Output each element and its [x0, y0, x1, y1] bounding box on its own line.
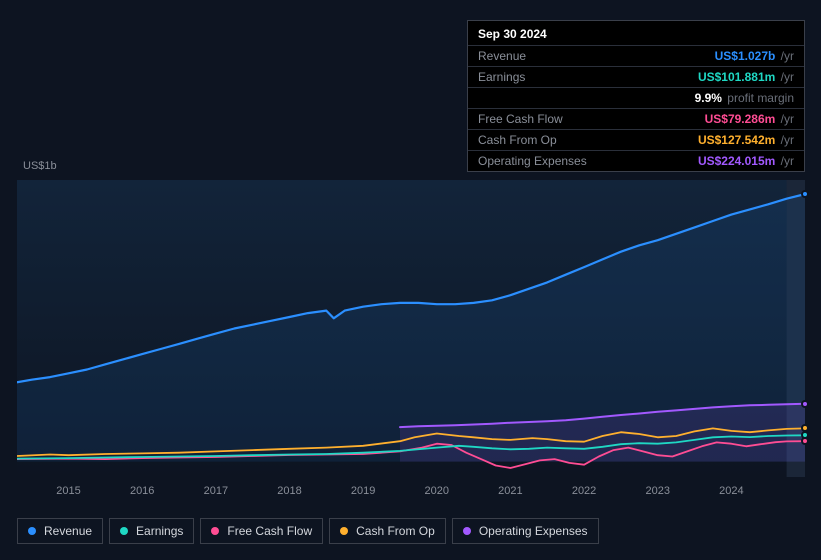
tooltip-value: US$101.881m /yr	[698, 70, 794, 84]
tooltip-value: US$127.542m /yr	[698, 133, 794, 147]
x-tick-2022: 2022	[572, 485, 596, 497]
x-tick-2019: 2019	[351, 485, 375, 497]
tooltip-label: Cash From Op	[478, 133, 557, 147]
tooltip-label: Earnings	[478, 70, 525, 84]
legend-dot-icon	[28, 527, 36, 535]
tooltip-row-revenue: Revenue US$1.027b /yr	[468, 45, 804, 66]
tooltip-label: Free Cash Flow	[478, 112, 563, 126]
legend-dot-icon	[211, 527, 219, 535]
legend-item-opex[interactable]: Operating Expenses	[452, 518, 599, 544]
tooltip-value: 9.9% profit margin	[695, 91, 794, 105]
chart-area[interactable]	[17, 180, 805, 477]
legend-dot-icon	[340, 527, 348, 535]
legend-item-fcf[interactable]: Free Cash Flow	[200, 518, 323, 544]
legend-label: Operating Expenses	[479, 524, 588, 538]
x-tick-2020: 2020	[425, 485, 449, 497]
tooltip-row-cfo: Cash From Op US$127.542m /yr	[468, 129, 804, 150]
x-axis: 2015 2016 2017 2018 2019 2020 2021 2022 2023 2024	[17, 485, 805, 501]
x-tick-2017: 2017	[204, 485, 228, 497]
legend-label: Cash From Op	[356, 524, 435, 538]
tooltip-value: US$79.286m /yr	[705, 112, 794, 126]
x-tick-2018: 2018	[277, 485, 301, 497]
tooltip-row-opex: Operating Expenses US$224.015m /yr	[468, 150, 804, 171]
legend-label: Free Cash Flow	[227, 524, 312, 538]
x-tick-2016: 2016	[130, 485, 154, 497]
series-marker-opex	[801, 400, 809, 408]
tooltip-row-earnings: Earnings US$101.881m /yr	[468, 66, 804, 87]
tooltip-row-fcf: Free Cash Flow US$79.286m /yr	[468, 108, 804, 129]
legend-label: Earnings	[136, 524, 183, 538]
series-marker-fcf	[801, 437, 809, 445]
x-tick-2021: 2021	[498, 485, 522, 497]
tooltip-value: US$224.015m /yr	[698, 154, 794, 168]
line-chart-svg	[17, 180, 805, 477]
x-tick-2023: 2023	[645, 485, 669, 497]
legend-item-cfo[interactable]: Cash From Op	[329, 518, 446, 544]
tooltip-label: Operating Expenses	[478, 154, 587, 168]
legend-item-earnings[interactable]: Earnings	[109, 518, 194, 544]
tooltip-date: Sep 30 2024	[468, 21, 804, 45]
legend-item-revenue[interactable]: Revenue	[17, 518, 103, 544]
series-marker-revenue	[801, 190, 809, 198]
legend-dot-icon	[120, 527, 128, 535]
x-tick-2024: 2024	[719, 485, 743, 497]
tooltip-label: Revenue	[478, 49, 526, 63]
legend-dot-icon	[463, 527, 471, 535]
tooltip-value: US$1.027b /yr	[715, 49, 794, 63]
x-tick-2015: 2015	[56, 485, 80, 497]
legend: Revenue Earnings Free Cash Flow Cash From O…	[17, 518, 599, 544]
y-axis-label-top: US$1b	[23, 160, 57, 172]
legend-label: Revenue	[44, 524, 92, 538]
data-tooltip: Sep 30 2024 Revenue US$1.027b /yr Earnings…	[467, 20, 805, 172]
tooltip-row-margin: .9.9% profit margin	[468, 87, 804, 108]
